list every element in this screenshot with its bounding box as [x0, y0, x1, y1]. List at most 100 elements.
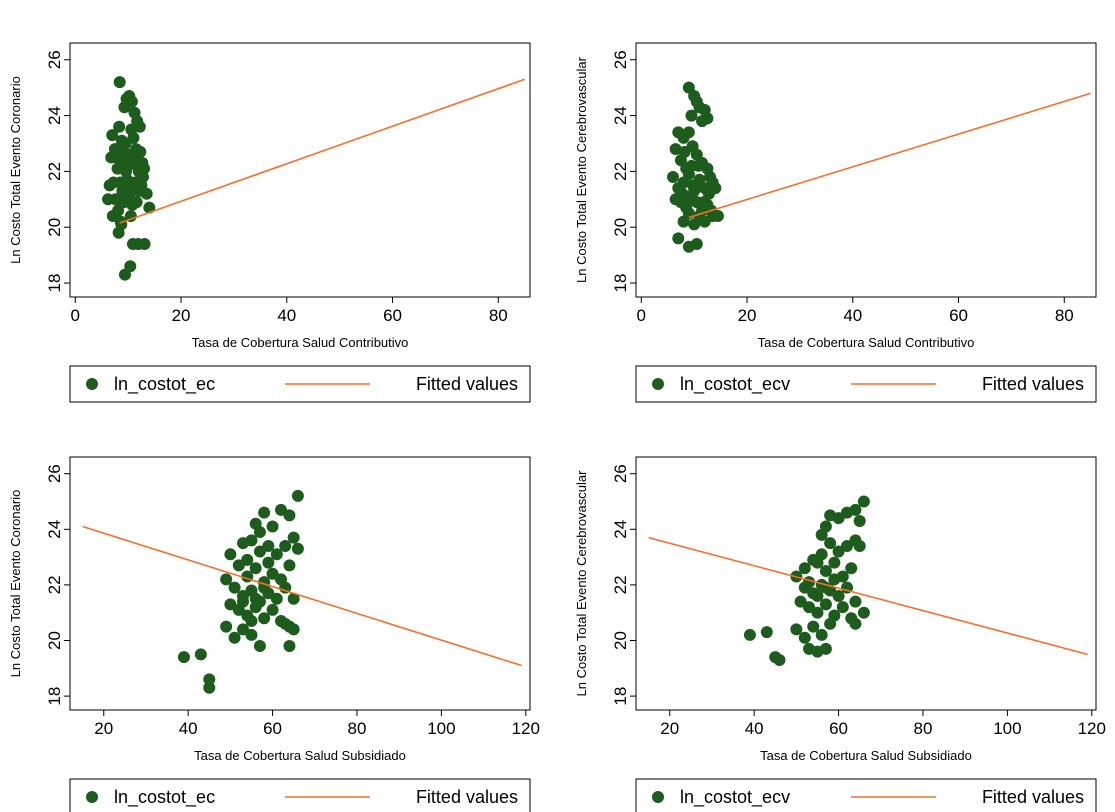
- x-tick-label: 120: [512, 719, 540, 738]
- legend-label-points: ln_costot_ecv: [680, 374, 790, 395]
- data-point: [841, 539, 854, 552]
- y-tick-label: 26: [45, 464, 64, 483]
- data-point: [253, 526, 266, 539]
- data-point: [287, 592, 300, 605]
- data-point: [685, 109, 698, 122]
- chart-panel-4: 18 20 22 24 26 20 40 60 80 100 120 Tasa de Cobertur…: [574, 456, 1106, 812]
- data-point: [124, 260, 137, 273]
- data-point: [824, 617, 837, 630]
- data-point: [803, 601, 816, 614]
- data-point: [743, 628, 756, 641]
- data-point: [790, 623, 803, 636]
- y-tick-label: 24: [611, 520, 630, 539]
- data-point: [291, 542, 304, 555]
- legend-marker-points: [652, 378, 664, 390]
- data-point: [245, 615, 258, 628]
- data-point: [125, 123, 138, 136]
- data-point: [253, 545, 266, 558]
- data-point: [228, 631, 241, 644]
- data-point: [245, 628, 258, 641]
- data-point: [224, 548, 237, 561]
- x-tick-label: 100: [427, 719, 455, 738]
- legend-marker-points: [86, 378, 98, 390]
- data-point: [106, 210, 119, 223]
- y-tick-label: 26: [611, 464, 630, 483]
- x-axis-title: Tasa de Cobertura Salud Subsidiado: [760, 748, 972, 763]
- data-point: [849, 595, 862, 608]
- data-point: [682, 168, 695, 181]
- data-point: [291, 489, 304, 502]
- data-point: [120, 165, 133, 178]
- legend-label-fitted: Fitted values: [416, 787, 518, 807]
- x-tick-label: 60: [263, 719, 282, 738]
- chart-panel-3: 18 20 22 24 26 20 40 60 80 100 120 Tasa de Cobertur…: [8, 456, 540, 812]
- y-tick-label: 20: [611, 631, 630, 650]
- data-point: [237, 537, 250, 550]
- scatter-series: [177, 489, 304, 694]
- data-point: [690, 95, 703, 108]
- data-point: [811, 590, 824, 603]
- x-tick-label: 20: [172, 306, 191, 325]
- data-point: [258, 612, 271, 625]
- y-tick-label: 20: [45, 631, 64, 650]
- x-tick-label: 40: [843, 306, 862, 325]
- scatter-series: [667, 81, 724, 253]
- x-tick-label: 20: [738, 306, 757, 325]
- x-tick-label: 40: [277, 306, 296, 325]
- y-axis-title: Ln Costo Total Evento Coronario: [8, 490, 23, 678]
- fitted-line: [82, 525, 522, 667]
- chart-panel-2: 18 20 22 24 26 0 20 40 60 80 Tasa de Cobertura Sal…: [574, 42, 1097, 403]
- y-axis-title: Ln Costo Total Evento Cerebrovascular: [574, 470, 589, 697]
- legend-label-points: ln_costot_ecv: [680, 787, 790, 808]
- y-tick-label: 18: [611, 274, 630, 293]
- data-point: [130, 196, 143, 209]
- x-tick-label: 60: [949, 306, 968, 325]
- data-point: [702, 187, 715, 200]
- x-tick-label: 100: [993, 719, 1021, 738]
- data-point: [224, 598, 237, 611]
- y-tick-label: 22: [611, 162, 630, 181]
- y-axis-title: Ln Costo Total Evento Cerebrovascular: [574, 56, 589, 283]
- x-tick-label: 20: [660, 719, 679, 738]
- legend-marker-points: [86, 791, 98, 803]
- legend-label-fitted: Fitted values: [416, 374, 518, 394]
- data-point: [832, 590, 845, 603]
- data-point: [773, 653, 786, 666]
- y-axis-title: Ln Costo Total Evento Coronario: [8, 76, 23, 264]
- data-point: [203, 681, 216, 694]
- data-point: [836, 601, 849, 614]
- data-point: [124, 210, 137, 223]
- data-point: [121, 148, 134, 161]
- data-point: [824, 537, 837, 550]
- data-point: [266, 520, 279, 533]
- data-point: [249, 592, 262, 605]
- data-point: [845, 562, 858, 575]
- data-point: [228, 581, 241, 594]
- data-point: [811, 556, 824, 569]
- data-point: [828, 556, 841, 569]
- y-tick-label: 24: [45, 520, 64, 539]
- data-point: [832, 545, 845, 558]
- y-tick-label: 20: [45, 218, 64, 237]
- data-point: [113, 120, 126, 133]
- data-point: [681, 196, 694, 209]
- legend: ln_costot_ecv Fitted values: [635, 778, 1097, 812]
- x-tick-label: 120: [1078, 719, 1106, 738]
- plot-frame: [635, 456, 1097, 711]
- fitted-line: [648, 536, 1088, 656]
- x-tick-label: 60: [383, 306, 402, 325]
- data-point: [220, 620, 233, 633]
- data-point: [857, 606, 870, 619]
- y-tick-label: 26: [45, 50, 64, 69]
- x-tick-label: 80: [489, 306, 508, 325]
- legend-marker-points: [652, 791, 664, 803]
- data-point: [692, 159, 705, 172]
- y-tick-label: 26: [611, 50, 630, 69]
- legend-label-points: ln_costot_ec: [114, 787, 215, 808]
- data-point: [253, 640, 266, 653]
- data-point: [690, 237, 703, 250]
- data-point: [194, 648, 207, 661]
- data-point: [177, 651, 190, 664]
- y-tick-label: 22: [45, 575, 64, 594]
- data-point: [853, 539, 866, 552]
